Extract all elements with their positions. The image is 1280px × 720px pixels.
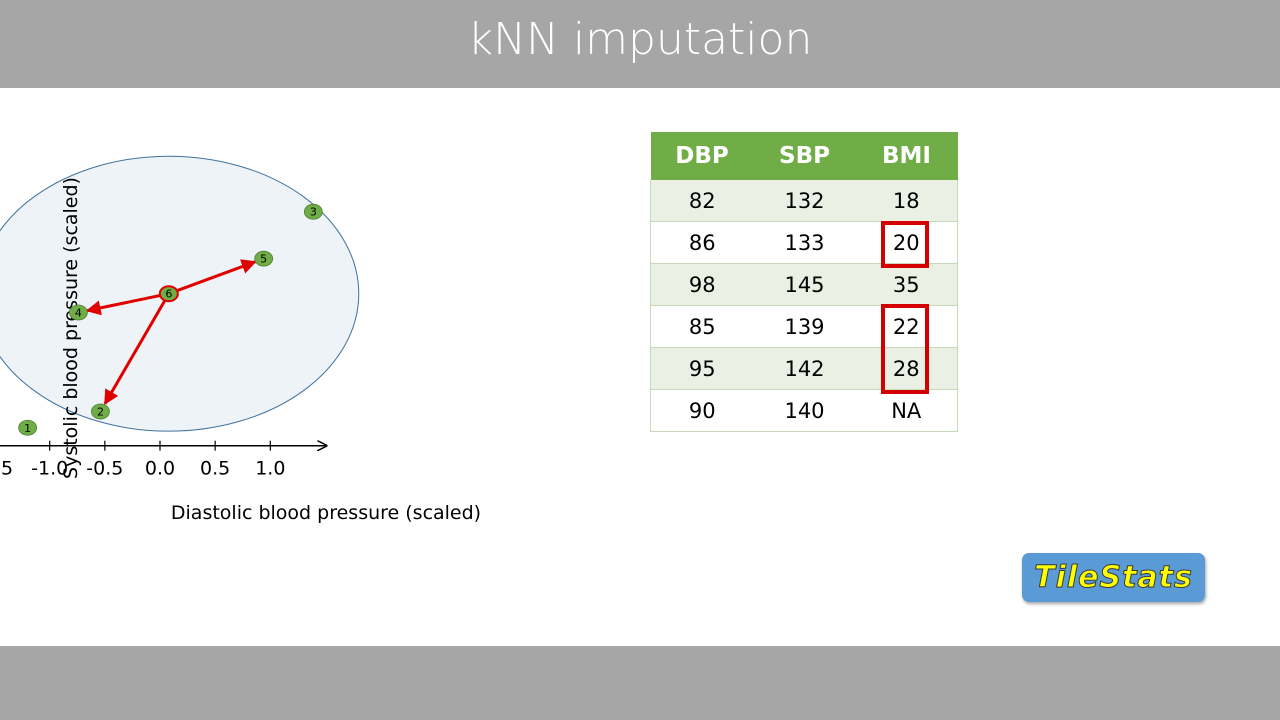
cell-sbp: 142 — [753, 347, 856, 390]
data-point — [303, 203, 323, 220]
footer-bar — [0, 646, 1280, 720]
neighbor-highlight-box — [881, 304, 929, 394]
title-bar — [0, 0, 1280, 88]
data-point — [18, 419, 38, 436]
cell-bmi: 35 — [855, 263, 958, 306]
cell-sbp: 133 — [753, 221, 856, 264]
neighbor-arrow — [172, 259, 257, 294]
x-tick-label: -1.5 — [0, 458, 13, 480]
table-row: 86 133 20 — [650, 221, 958, 264]
cell-dbp: 82 — [650, 180, 754, 222]
cell-dbp: 86 — [650, 221, 754, 264]
cell-bmi: 18 — [855, 180, 958, 222]
tilestats-logo: TileStats — [1022, 553, 1205, 602]
cell-sbp: 140 — [753, 389, 856, 432]
neighbor-arrow — [103, 297, 168, 406]
data-point — [68, 304, 88, 321]
cell-bmi-missing: NA — [855, 389, 958, 432]
x-tick-label: 0.0 — [145, 458, 175, 480]
cell-dbp: 95 — [650, 347, 754, 390]
data-point-label: 6 — [165, 288, 172, 301]
table-header-row: DBP SBP BMI — [650, 132, 958, 180]
data-table: DBP SBP BMI 82 132 18 86 133 20 98 145 3… — [650, 132, 958, 432]
data-point-label: 5 — [260, 253, 267, 266]
x-tick-label: -0.5 — [86, 458, 123, 480]
logo-text: TileStats — [1034, 560, 1193, 596]
x-tick-label: -1.0 — [31, 458, 68, 480]
cell-dbp: 90 — [650, 389, 754, 432]
header-bmi: BMI — [855, 132, 958, 180]
x-tick-label: 0.5 — [200, 458, 230, 480]
neighbor-highlight-box — [881, 221, 929, 268]
table-row: 90 140 NA — [650, 389, 958, 432]
data-point-label: 2 — [97, 406, 104, 419]
cell-bmi: 28 — [855, 347, 958, 390]
knn-scatter-chart: -1.5-1.0-0.50.00.51.0-1.5-1.0-0.50.00.51… — [0, 155, 481, 524]
cell-dbp: 98 — [650, 263, 754, 306]
cell-sbp: 139 — [753, 305, 856, 348]
data-point — [254, 250, 274, 267]
slide-title: kNN imputation — [467, 14, 813, 65]
table-row: 82 132 18 — [650, 180, 958, 222]
x-axis-title: Diastolic blood pressure (scaled) — [171, 502, 481, 524]
cell-sbp: 145 — [753, 263, 856, 306]
cell-dbp: 85 — [650, 305, 754, 348]
data-point-label: 3 — [310, 206, 317, 219]
x-tick-label: 1.0 — [255, 458, 285, 480]
data-point — [158, 285, 179, 303]
cell-bmi: 22 — [855, 305, 958, 348]
table-row: 98 145 35 — [650, 263, 958, 306]
data-point-label: 4 — [75, 306, 82, 319]
y-axis-title: Systolic blood pressure (scaled) — [60, 177, 82, 479]
data-point-label: 1 — [24, 422, 31, 435]
header-sbp: SBP — [753, 132, 856, 180]
table-row: 85 139 22 — [650, 305, 958, 348]
data-point — [91, 403, 110, 420]
header-dbp: DBP — [650, 132, 754, 180]
cell-bmi: 20 — [855, 221, 958, 264]
cell-sbp: 132 — [753, 180, 856, 222]
neighborhood-circle — [0, 155, 360, 432]
neighbor-arrow — [85, 293, 165, 316]
table-row: 95 142 28 — [650, 347, 958, 390]
